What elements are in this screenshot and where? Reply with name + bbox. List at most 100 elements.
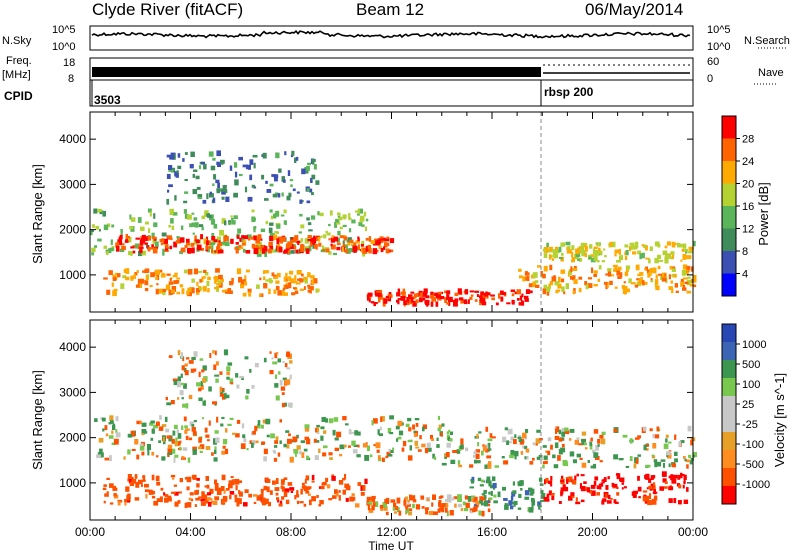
scatter-cell	[642, 280, 645, 286]
scatter-cell	[383, 298, 388, 304]
scatter-cell	[117, 273, 121, 278]
scatter-cell	[629, 438, 633, 444]
scatter-cell	[128, 251, 133, 256]
scatter-cell	[311, 215, 316, 220]
scatter-cell	[169, 245, 173, 250]
scatter-cell	[215, 268, 220, 273]
scatter-cell	[218, 249, 223, 254]
scatter-cell	[493, 500, 498, 504]
scatter-cell	[621, 487, 624, 490]
scatter-cell	[167, 444, 173, 449]
scatter-cell	[410, 495, 416, 501]
scatter-cell	[448, 299, 451, 306]
scatter-cell	[657, 254, 662, 260]
scatter-cell	[273, 289, 277, 294]
scatter-cell	[287, 170, 291, 176]
scatter-cell	[213, 277, 218, 280]
scatter-cell	[610, 497, 613, 500]
scatter-cell	[231, 220, 236, 225]
scatter-cell	[220, 241, 226, 245]
scatter-cell	[98, 229, 101, 232]
scatter-cell	[114, 272, 118, 275]
scatter-cell	[106, 223, 111, 228]
scatter-cell	[147, 449, 150, 456]
scatter-cell	[219, 386, 222, 393]
scatter-cell	[272, 193, 277, 198]
scatter-cell	[243, 281, 248, 286]
scatter-cell	[519, 295, 523, 301]
scatter-cell	[246, 448, 249, 451]
scatter-cell	[253, 226, 256, 233]
colorbar-tick-label: 28	[742, 134, 754, 146]
scatter-cell	[487, 442, 491, 448]
scatter-cell	[470, 294, 474, 297]
scatter-cell	[191, 424, 195, 427]
scatter-cell	[214, 449, 217, 454]
scatter-cell	[101, 417, 106, 422]
scatter-cell	[639, 253, 642, 260]
scatter-cell	[198, 437, 202, 443]
scatter-cell	[290, 184, 293, 188]
scatter-cell	[109, 483, 114, 488]
scatter-cell	[389, 415, 394, 420]
scatter-cell	[241, 242, 246, 246]
scatter-cell	[645, 266, 648, 271]
scatter-cell	[109, 502, 114, 505]
scatter-cell	[318, 486, 323, 489]
scatter-cell	[396, 438, 399, 442]
scatter-cell	[206, 193, 209, 200]
scatter-cell	[206, 248, 210, 253]
scatter-cell	[484, 495, 487, 500]
scatter-cell	[395, 507, 399, 511]
scatter-cell	[682, 285, 686, 289]
scatter-cell	[607, 268, 612, 272]
scatter-cell	[263, 283, 268, 289]
scatter-cell	[574, 439, 579, 445]
scatter-cell	[176, 170, 179, 174]
scatter-cell	[225, 196, 230, 202]
scatter-cell	[103, 277, 108, 280]
scatter-cell	[191, 222, 196, 227]
scatter-cell	[239, 246, 244, 250]
scatter-cell	[396, 497, 401, 504]
freq-label-top: Freq.	[6, 55, 32, 67]
scatter-cell	[130, 430, 136, 437]
scatter-cell	[207, 276, 211, 281]
scatter-cell	[283, 220, 287, 225]
scatter-cell	[286, 195, 291, 201]
scatter-cell	[606, 281, 609, 288]
scatter-cell	[174, 501, 179, 507]
scatter-cell	[187, 269, 193, 275]
scatter-cell	[409, 508, 413, 511]
scatter-cell	[688, 246, 694, 251]
scatter-cell	[275, 152, 280, 159]
scatter-cell	[673, 474, 678, 479]
scatter-cell	[470, 495, 476, 498]
scatter-cell	[510, 436, 514, 441]
scatter-cell	[328, 498, 333, 501]
scatter-cell	[686, 464, 689, 469]
scatter-cell	[579, 457, 583, 460]
scatter-cell	[204, 485, 208, 488]
scatter-cell	[278, 168, 282, 173]
scatter-cell	[548, 254, 552, 260]
scatter-cell	[683, 456, 686, 459]
scatter-cell	[260, 238, 263, 241]
scatter-cell	[467, 496, 472, 502]
scatter-cell	[113, 438, 119, 445]
scatter-cell	[470, 480, 475, 484]
scatter-cell	[231, 217, 234, 221]
colorbar-segment	[722, 251, 736, 274]
scatter-cell	[186, 242, 190, 245]
scatter-cell	[336, 242, 341, 246]
scatter-cell	[159, 496, 163, 503]
scatter-cell	[156, 498, 162, 502]
scatter-cell	[115, 429, 118, 434]
scatter-cell	[110, 239, 113, 245]
scatter-cell	[660, 275, 663, 280]
scatter-cell	[600, 482, 604, 487]
scatter-cell	[616, 473, 621, 480]
scatter-cell	[179, 250, 183, 255]
